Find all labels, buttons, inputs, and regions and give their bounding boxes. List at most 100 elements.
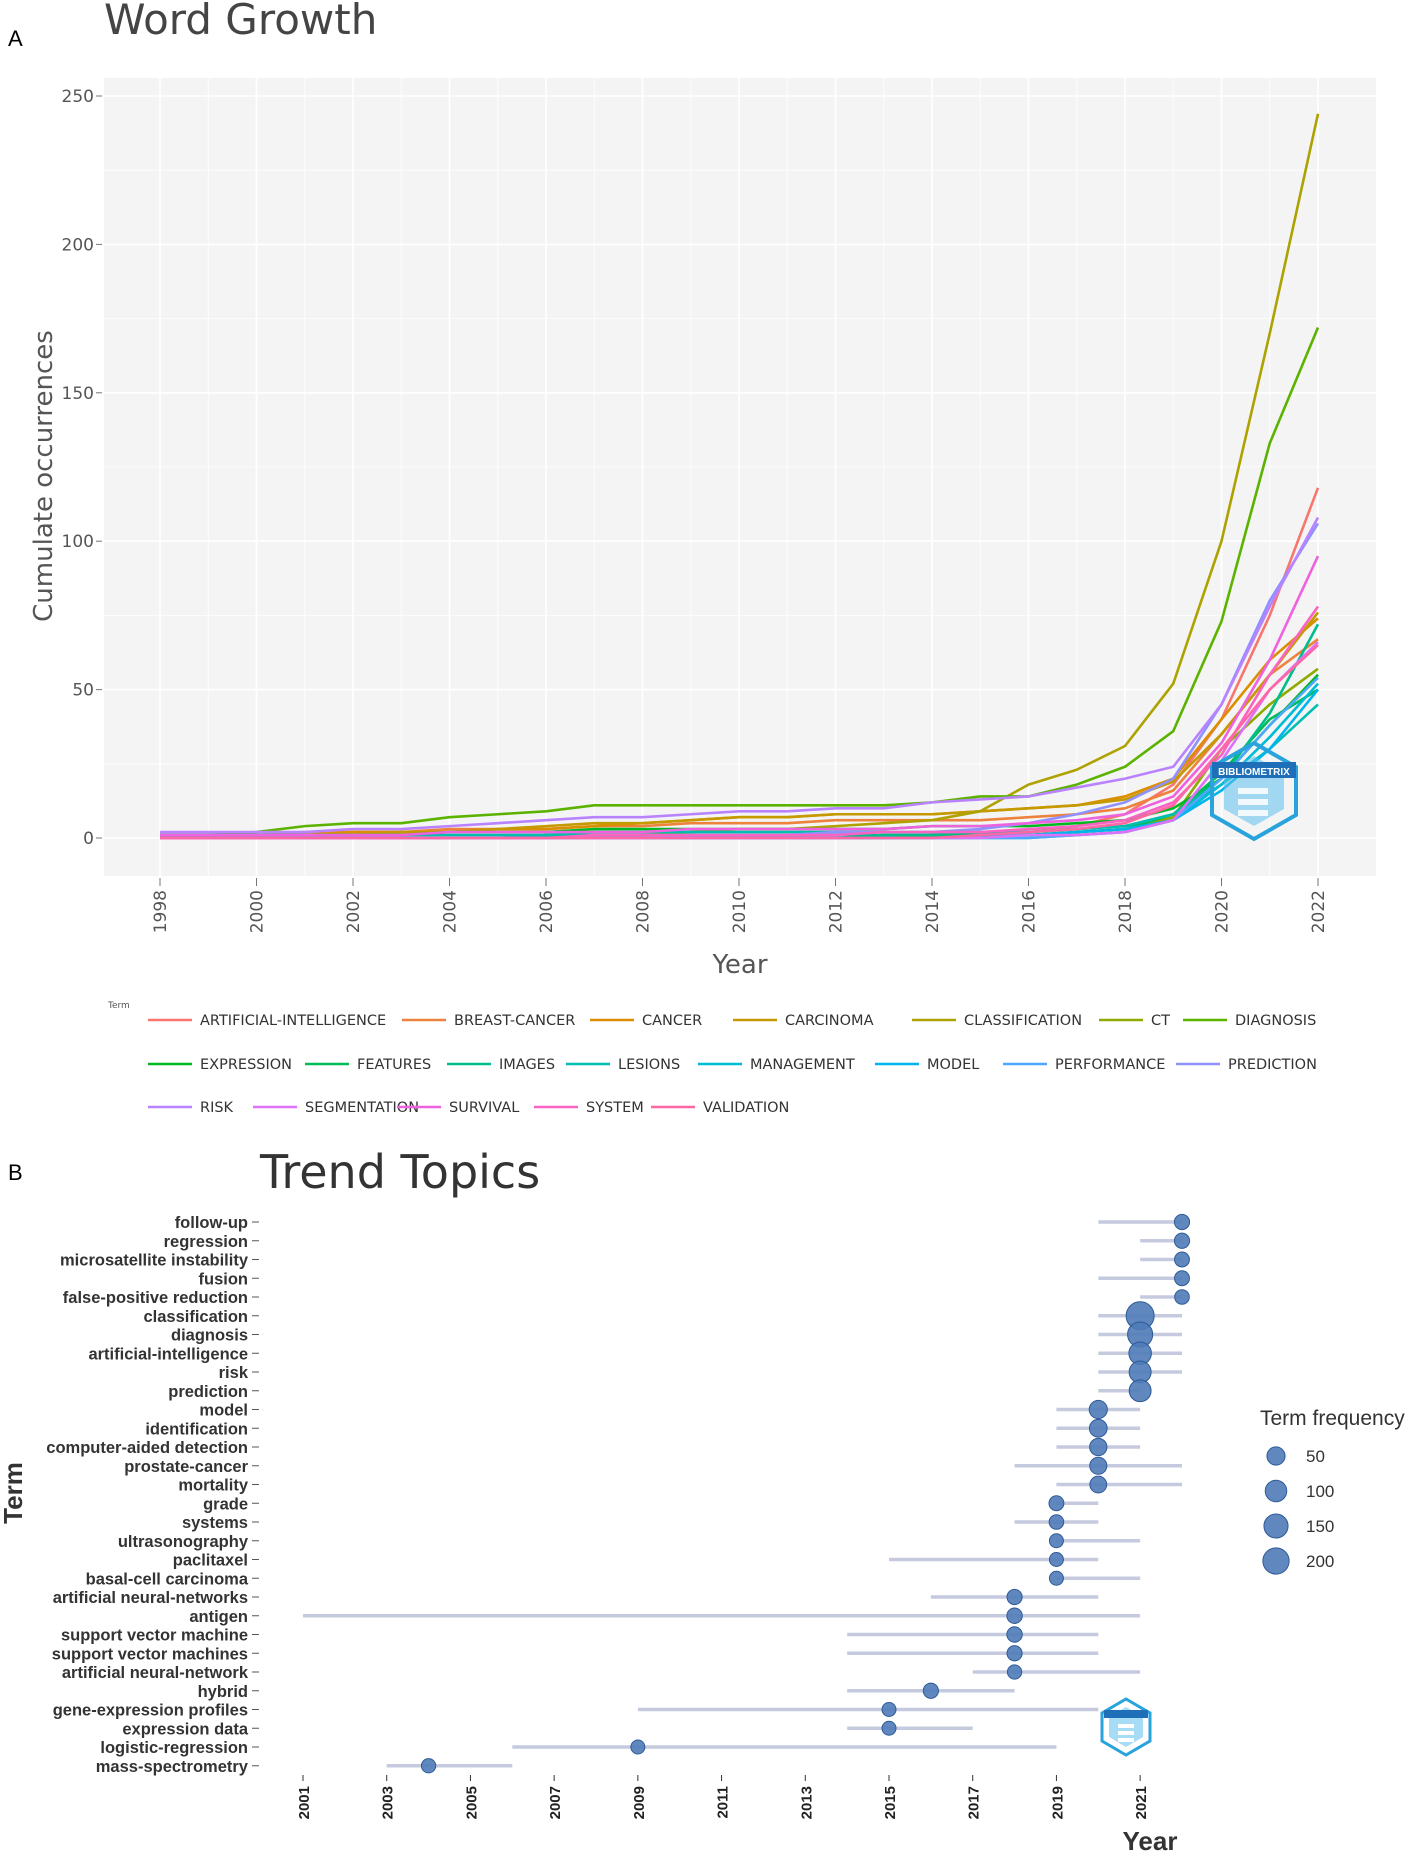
series-line-validation <box>160 644 1319 840</box>
trend-row: artificial neural-network <box>62 1664 1141 1682</box>
size-legend-item: 200 <box>1262 1547 1334 1575</box>
legend-item-model: MODEL <box>875 1057 979 1073</box>
size-legend-label: 50 <box>1306 1447 1325 1466</box>
year-tick-label: 2011 <box>715 1786 732 1819</box>
term-median-point <box>1088 1418 1108 1438</box>
trend-row: follow-up <box>175 1213 1191 1232</box>
legend-label: VALIDATION <box>703 1100 789 1116</box>
series-lines: BIBLIOMETRIX <box>160 113 1320 842</box>
legend-item-carcinoma: CARCINOMA <box>733 1013 874 1029</box>
size-legend-label: 200 <box>1306 1552 1334 1571</box>
legend-item-lesions: LESIONS <box>566 1057 680 1073</box>
trend-row: gene-expression profiles <box>53 1702 1099 1720</box>
term-median-point <box>1048 1570 1064 1586</box>
term-label: paclitaxel <box>173 1552 248 1570</box>
term-median-point <box>1128 1379 1152 1403</box>
term-median-point <box>1088 1399 1108 1420</box>
trend-row: support vector machine <box>61 1626 1099 1645</box>
y-axis-title: Cumulate occurrences <box>29 330 59 622</box>
year-axis-ticks: 2001 2003 2005 2007 2009 2011 2013 2015 2017 2019… <box>296 1775 1150 1819</box>
grid-lines <box>104 78 1376 876</box>
legend-item-ct: CT <box>1099 1013 1170 1029</box>
legend-label: RISK <box>200 1100 234 1116</box>
year-tick-label: 2009 <box>631 1786 648 1819</box>
legend-item-classification: CLASSIFICATION <box>912 1013 1082 1029</box>
year-tick-label: 2001 <box>296 1786 313 1819</box>
term-label: computer-aided detection <box>46 1439 248 1457</box>
trend-row: prediction <box>168 1379 1152 1403</box>
panel-b-label: B <box>8 1160 23 1185</box>
x-axis-title: Year <box>711 950 767 980</box>
term-median-point <box>630 1739 646 1755</box>
term-label: risk <box>219 1364 249 1382</box>
legend-label: MODEL <box>927 1057 979 1073</box>
legend-item-risk: RISK <box>148 1100 234 1116</box>
x-tick-label: 2008 <box>634 890 654 933</box>
legend: ARTIFICIAL-INTELLIGENCE BREAST-CANCER CANC… <box>148 1013 1317 1116</box>
term-label: support vector machine <box>61 1627 248 1645</box>
term-label: logistic-regression <box>100 1739 248 1757</box>
trend-row: support vector machines <box>52 1645 1099 1663</box>
trend-row: model <box>199 1399 1141 1420</box>
legend-label: DIAGNOSIS <box>1235 1013 1316 1029</box>
x-tick-label: 2000 <box>248 890 268 933</box>
trend-row: antigen <box>189 1607 1141 1626</box>
term-label: mass-spectrometry <box>96 1758 249 1776</box>
y-tick-label: 100 <box>62 532 94 552</box>
bibliometrix-logo-icon: BIBLIOMETRIX <box>1210 740 1298 842</box>
x-tick-label: 1998 <box>151 890 171 933</box>
legend-label: IMAGES <box>499 1057 555 1073</box>
term-median-point <box>922 1682 939 1699</box>
size-legend-label: 150 <box>1306 1517 1334 1536</box>
year-tick-label: 2017 <box>966 1786 983 1819</box>
term-label: artificial-intelligence <box>88 1345 248 1363</box>
term-label: prediction <box>168 1383 248 1401</box>
y-tick-label: 150 <box>62 384 94 404</box>
x-tick-label: 2018 <box>1116 890 1136 933</box>
term-label: classification <box>143 1308 248 1326</box>
term-label: expression data <box>122 1720 248 1738</box>
x-axis-ticks: 1998 2000 2002 2004 2006 2008 2010 2012 2014 2016… <box>151 878 1329 933</box>
trend-row: mortality <box>178 1475 1182 1495</box>
term-median-point <box>1089 1475 1108 1494</box>
legend-item-diagnosis: DIAGNOSIS <box>1183 1013 1316 1029</box>
legend-label: CANCER <box>642 1013 702 1029</box>
legend-item-segmentation: SEGMENTATION <box>253 1100 419 1116</box>
year-tick-label: 2003 <box>380 1786 397 1819</box>
term-median-point <box>1006 1588 1023 1606</box>
bibliometrix-small-logo-icon <box>1100 1697 1152 1757</box>
y-tick-label: 250 <box>62 87 94 107</box>
legend-title: Term <box>107 1001 130 1011</box>
trend-topics-chart: Trend Topics follow-upregressionmicrosat… <box>0 1145 1405 1853</box>
term-median-point <box>1174 1270 1190 1287</box>
term-label: regression <box>164 1233 248 1251</box>
trend-row: microsatellite instability <box>60 1251 1190 1270</box>
series-line-risk <box>160 516 1320 834</box>
trend-y-axis-title: Term <box>0 1462 28 1524</box>
size-legend-item: 150 <box>1263 1513 1334 1539</box>
term-label: model <box>199 1402 248 1420</box>
term-median-point <box>1006 1664 1023 1680</box>
legend-label: CT <box>1151 1013 1170 1029</box>
trend-row: basal-cell carcinoma <box>86 1570 1141 1588</box>
term-label: gene-expression profiles <box>53 1702 248 1720</box>
size-legend-item: 100 <box>1264 1479 1334 1503</box>
term-median-point <box>1174 1251 1190 1268</box>
series-line-survival <box>160 555 1320 837</box>
legend-item-cancer: CANCER <box>590 1013 702 1029</box>
trend-row: classification <box>143 1301 1182 1331</box>
size-legend: Term frequency 50 100 150 200 <box>1260 1407 1405 1575</box>
term-label: false-positive reduction <box>63 1289 248 1307</box>
legend-label: FEATURES <box>357 1057 431 1073</box>
term-label: ultrasonography <box>118 1533 249 1551</box>
term-label: prostate-cancer <box>124 1458 248 1476</box>
x-tick-label: 2006 <box>537 890 557 933</box>
trend-row: computer-aided detection <box>46 1437 1141 1457</box>
trend-row: ultrasonography <box>118 1533 1141 1551</box>
term-median-point <box>1089 1456 1108 1475</box>
term-label: follow-up <box>175 1214 248 1232</box>
legend-label: CLASSIFICATION <box>964 1013 1082 1029</box>
legend-label: EXPRESSION <box>200 1057 292 1073</box>
term-median-point <box>1048 1533 1064 1549</box>
